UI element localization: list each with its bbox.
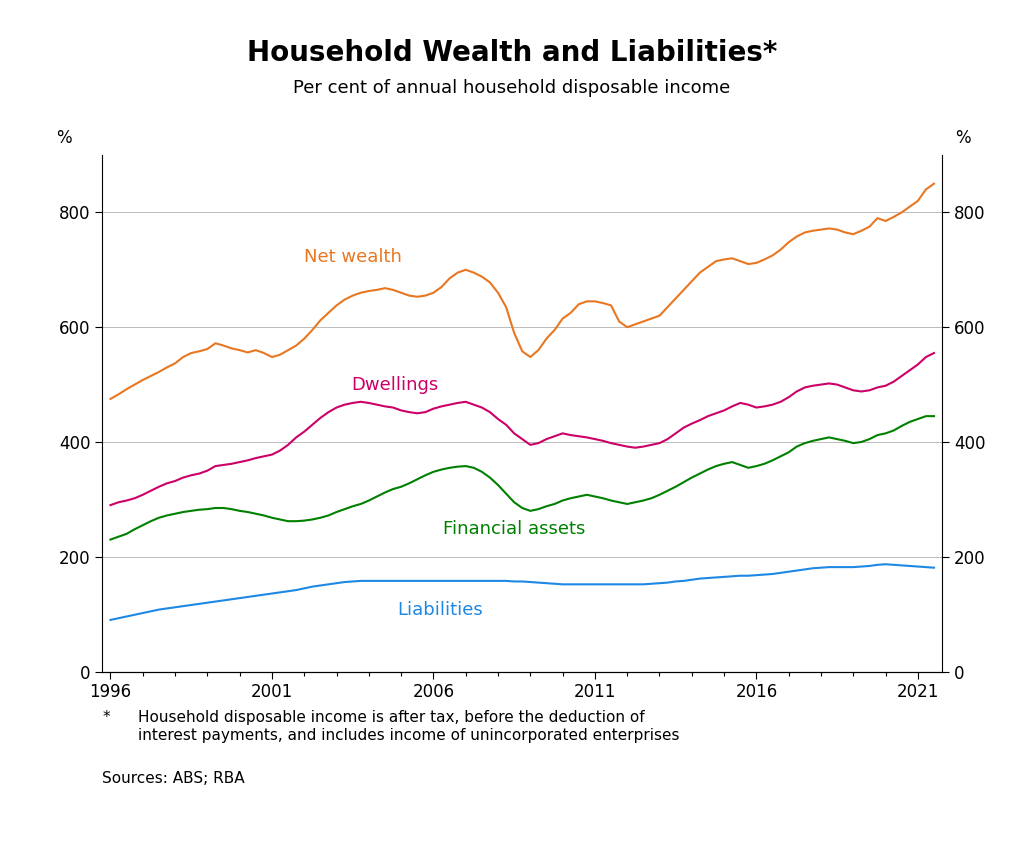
Text: Household Wealth and Liabilities*: Household Wealth and Liabilities*	[247, 39, 777, 67]
Text: %: %	[56, 129, 72, 147]
Text: Household disposable income is after tax, before the deduction of
interest payme: Household disposable income is after tax…	[138, 710, 680, 743]
Text: Financial assets: Financial assets	[443, 520, 586, 538]
Text: %: %	[954, 129, 971, 147]
Text: Per cent of annual household disposable income: Per cent of annual household disposable …	[293, 79, 731, 97]
Text: Sources: ABS; RBA: Sources: ABS; RBA	[102, 771, 245, 785]
Text: Net wealth: Net wealth	[304, 248, 401, 266]
Text: Liabilities: Liabilities	[397, 601, 482, 618]
Text: *: *	[102, 710, 110, 725]
Text: Dwellings: Dwellings	[351, 375, 438, 393]
